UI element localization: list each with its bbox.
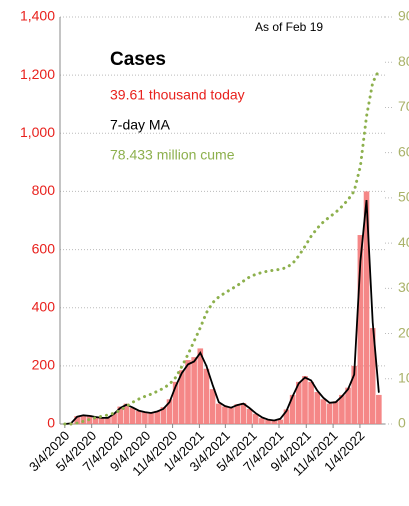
bar xyxy=(240,403,247,424)
y-tick-label: 0 xyxy=(47,415,55,431)
bar xyxy=(271,420,277,424)
y-tick-label: 600 xyxy=(32,240,56,256)
bar xyxy=(296,381,302,424)
bar xyxy=(246,408,253,424)
bar xyxy=(265,419,271,424)
bar xyxy=(314,392,321,424)
bar xyxy=(302,376,308,424)
bar xyxy=(228,408,234,424)
y2-tick-label: 30 xyxy=(398,279,409,295)
bar xyxy=(142,411,148,424)
bar xyxy=(363,191,370,424)
bar xyxy=(252,413,259,424)
bar xyxy=(148,412,154,424)
bar xyxy=(166,399,173,424)
bar xyxy=(351,365,358,424)
bar xyxy=(105,417,111,424)
y-tick-label: 1,200 xyxy=(20,66,55,82)
bar xyxy=(369,328,376,424)
y2-tick-label: 70 xyxy=(398,98,409,114)
bar xyxy=(191,357,197,424)
y2-tick-label: 50 xyxy=(398,189,409,205)
bar xyxy=(308,381,314,424)
bar xyxy=(320,399,327,424)
bar xyxy=(98,418,105,424)
bar xyxy=(179,370,185,424)
chart-title: Cases xyxy=(110,49,166,70)
y-tick-label: 200 xyxy=(32,357,56,373)
legend-entry: 39.61 thousand today xyxy=(110,87,245,103)
bar xyxy=(345,387,351,424)
y-tick-label: 1,400 xyxy=(20,8,55,24)
bar xyxy=(234,404,241,424)
y2-tick-label: 80 xyxy=(398,53,409,69)
y-tick-label: 400 xyxy=(32,298,56,314)
bar xyxy=(283,409,290,424)
legend-entry: 7-day MA xyxy=(110,117,171,133)
bar xyxy=(203,368,210,424)
bar xyxy=(129,408,136,424)
bar xyxy=(326,403,333,424)
y2-tick-label: 60 xyxy=(398,143,409,159)
y2-tick-label: 40 xyxy=(398,234,409,250)
cume-line xyxy=(63,68,381,426)
bar xyxy=(357,235,364,424)
y2-tick-label: 20 xyxy=(398,324,409,340)
bar xyxy=(332,401,339,424)
bar xyxy=(222,406,228,424)
bar xyxy=(74,416,80,424)
bar xyxy=(259,418,265,424)
y-tick-label: 1,000 xyxy=(20,124,55,140)
bar xyxy=(376,394,382,424)
y2-tick-label: 0 xyxy=(398,415,406,431)
bar xyxy=(160,407,167,424)
y-tick-label: 800 xyxy=(32,182,56,198)
bar xyxy=(80,415,87,424)
bar xyxy=(135,410,142,424)
bar xyxy=(215,403,222,424)
bar xyxy=(277,419,284,424)
bar xyxy=(111,412,117,424)
annotation: As of Feb 19 xyxy=(255,20,323,34)
y2-tick-label: 90 xyxy=(398,8,409,24)
bar xyxy=(289,394,296,424)
bar xyxy=(117,406,124,424)
bar xyxy=(185,360,191,424)
bar xyxy=(92,417,99,424)
bar xyxy=(172,381,179,424)
ma-line xyxy=(63,200,380,425)
bar xyxy=(123,403,130,424)
bar xyxy=(209,389,216,424)
bar xyxy=(154,410,160,424)
bar xyxy=(339,394,345,424)
y2-tick-label: 10 xyxy=(398,369,409,385)
legend-entry: 78.433 million cume xyxy=(110,147,235,163)
bar xyxy=(197,348,204,424)
